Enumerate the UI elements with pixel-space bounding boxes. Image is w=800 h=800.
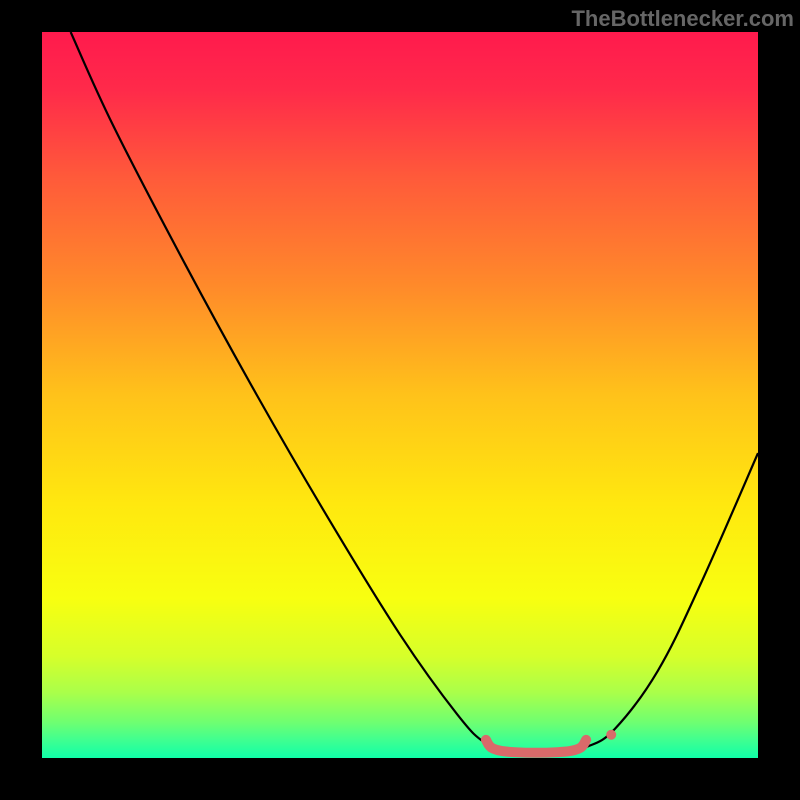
optimal-range-end-dot — [606, 730, 616, 740]
plot-area — [42, 32, 758, 758]
gradient-background — [42, 32, 758, 758]
chart-svg — [42, 32, 758, 758]
watermark-text: TheBottlenecker.com — [571, 6, 794, 32]
chart-container: TheBottlenecker.com — [0, 0, 800, 800]
